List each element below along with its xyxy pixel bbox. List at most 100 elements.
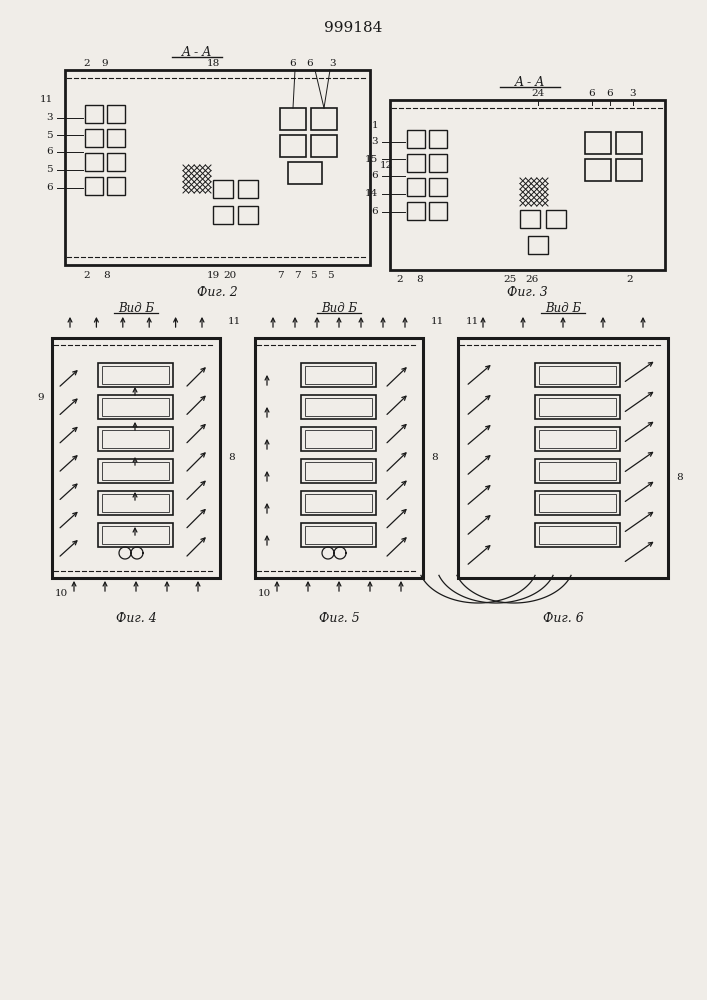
Bar <box>65 70 370 265</box>
Bar <box>539 366 616 384</box>
Bar <box>301 459 376 483</box>
Text: 7: 7 <box>293 270 300 279</box>
Text: 15: 15 <box>365 154 378 163</box>
Bar <box>305 398 372 416</box>
Text: 6: 6 <box>47 147 53 156</box>
Bar <box>85 105 103 123</box>
Bar <box>107 105 125 123</box>
Text: 7: 7 <box>276 270 284 279</box>
Bar <box>85 153 103 171</box>
Bar <box>102 462 169 480</box>
Bar <box>407 178 425 196</box>
Bar <box>535 491 620 515</box>
Text: 3: 3 <box>371 137 378 146</box>
Text: 25: 25 <box>503 275 517 284</box>
Text: 20: 20 <box>223 270 237 279</box>
Bar <box>238 180 258 198</box>
Text: 11: 11 <box>466 318 479 326</box>
Bar <box>407 130 425 148</box>
Text: 6: 6 <box>371 208 378 217</box>
Bar <box>102 398 169 416</box>
Bar <box>616 132 642 154</box>
Text: 12: 12 <box>380 160 393 169</box>
Bar <box>539 430 616 448</box>
Bar <box>98 523 173 547</box>
Bar <box>407 202 425 220</box>
Text: 1: 1 <box>371 120 378 129</box>
Text: 11: 11 <box>431 318 444 326</box>
Text: 8: 8 <box>416 275 423 284</box>
Text: 2: 2 <box>83 270 90 279</box>
Bar <box>311 108 337 130</box>
Text: 8: 8 <box>676 474 683 483</box>
Bar <box>98 459 173 483</box>
Bar <box>305 366 372 384</box>
Text: 19: 19 <box>206 270 220 279</box>
Bar <box>539 462 616 480</box>
Bar <box>585 132 611 154</box>
Bar <box>213 206 233 224</box>
Bar <box>98 491 173 515</box>
Bar <box>546 210 566 228</box>
Bar <box>539 526 616 544</box>
Bar <box>535 427 620 451</box>
Bar <box>102 494 169 512</box>
Bar <box>305 494 372 512</box>
Bar <box>301 491 376 515</box>
Text: 6: 6 <box>290 58 296 68</box>
Bar <box>539 494 616 512</box>
Text: 6: 6 <box>371 172 378 180</box>
Bar <box>305 430 372 448</box>
Text: 6: 6 <box>307 58 313 68</box>
Bar <box>528 236 548 254</box>
Text: Фиг. 5: Фиг. 5 <box>319 611 359 624</box>
Text: A - A: A - A <box>515 76 545 89</box>
Text: 3: 3 <box>47 113 53 122</box>
Text: 8: 8 <box>228 454 235 462</box>
Bar <box>616 159 642 181</box>
Text: 5: 5 <box>310 270 316 279</box>
Bar <box>238 206 258 224</box>
Bar <box>102 430 169 448</box>
Text: Фиг. 6: Фиг. 6 <box>543 611 583 624</box>
Bar <box>429 130 447 148</box>
Bar <box>107 153 125 171</box>
Text: 2: 2 <box>397 275 403 284</box>
Text: Вид Б: Вид Б <box>545 302 581 314</box>
Text: 14: 14 <box>365 190 378 198</box>
Bar <box>102 366 169 384</box>
Text: 11: 11 <box>228 318 241 326</box>
Text: 8: 8 <box>104 270 110 279</box>
Bar <box>520 210 540 228</box>
Bar <box>85 129 103 147</box>
Bar <box>535 459 620 483</box>
Bar <box>305 526 372 544</box>
Text: 9: 9 <box>102 58 108 68</box>
Text: 6: 6 <box>47 184 53 192</box>
Bar <box>301 395 376 419</box>
Text: 10: 10 <box>258 589 271 598</box>
Text: 18: 18 <box>206 58 220 68</box>
Bar <box>301 363 376 387</box>
Bar <box>305 462 372 480</box>
Text: Фиг. 4: Фиг. 4 <box>116 611 156 624</box>
Bar <box>288 162 322 184</box>
Bar <box>429 154 447 172</box>
Text: 8: 8 <box>431 454 438 462</box>
Text: Вид Б: Вид Б <box>118 302 154 314</box>
Text: 3: 3 <box>329 58 337 68</box>
Text: 11: 11 <box>40 96 53 104</box>
Text: 6: 6 <box>589 90 595 99</box>
Bar <box>98 363 173 387</box>
Bar <box>311 135 337 157</box>
Bar <box>107 129 125 147</box>
Text: 6: 6 <box>607 90 613 99</box>
Text: 5: 5 <box>327 270 333 279</box>
Bar <box>301 427 376 451</box>
Bar <box>102 526 169 544</box>
Bar <box>52 338 220 578</box>
Bar <box>539 398 616 416</box>
Bar <box>107 177 125 195</box>
Text: 3: 3 <box>630 90 636 99</box>
Bar <box>98 427 173 451</box>
